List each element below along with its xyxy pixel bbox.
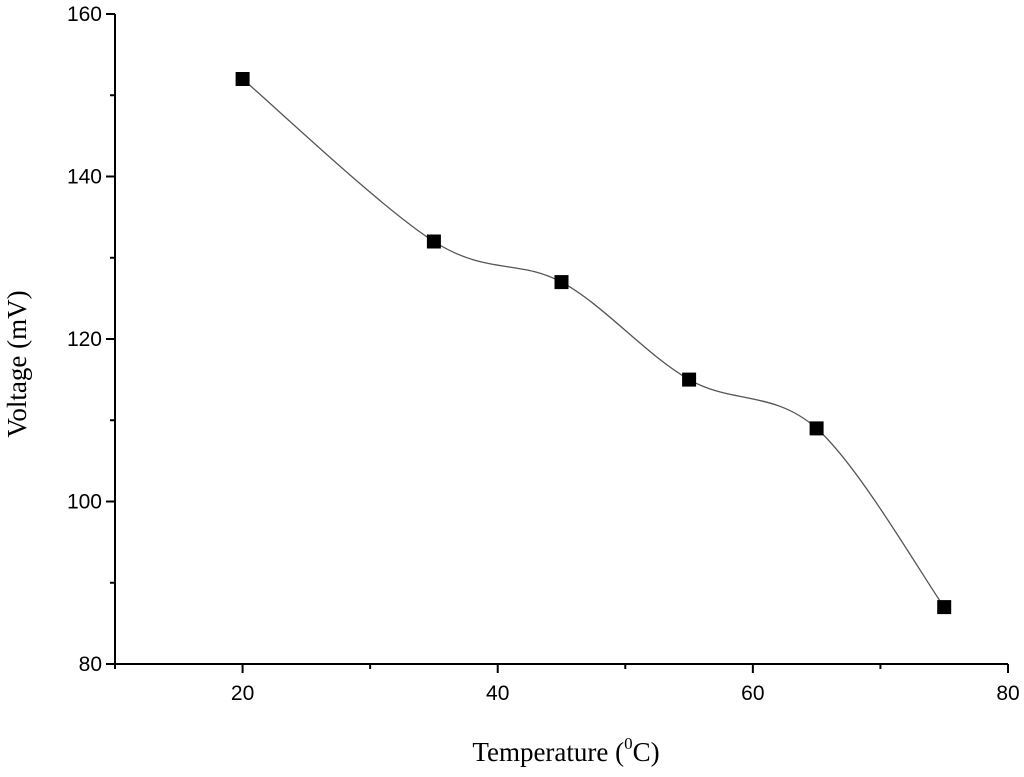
x-axis-label: Temperature (0C) xyxy=(472,734,659,767)
x-axis-label-superscript: 0 xyxy=(624,734,633,753)
data-point-marker xyxy=(426,234,441,249)
y-axis-label: Voltage (mV) xyxy=(2,290,32,437)
markers xyxy=(235,72,952,615)
series-line xyxy=(242,78,945,608)
data-point-marker xyxy=(682,372,697,387)
axis-labels: Voltage (mV) Temperature (0C) xyxy=(2,290,660,767)
y-tick-label: 100 xyxy=(67,491,102,514)
x-tick-label: 40 xyxy=(486,682,509,705)
ticks: 80 100 120 140 160 20 40 60 80 xyxy=(67,3,1020,705)
x-tick-label: 60 xyxy=(741,682,764,705)
data-point-marker xyxy=(554,275,569,290)
x-tick-label: 20 xyxy=(231,682,254,705)
data-point-marker xyxy=(235,72,250,86)
x-tick-label: 80 xyxy=(996,682,1019,705)
x-axis-label-unit: C) xyxy=(633,737,660,767)
data-point-marker xyxy=(937,600,952,615)
series-line-layer xyxy=(242,78,945,608)
y-tick-label: 80 xyxy=(79,653,102,676)
data-point-marker xyxy=(809,421,824,436)
y-tick-label: 140 xyxy=(67,166,102,189)
x-axis-label-main: Temperature ( xyxy=(472,737,624,767)
y-tick-label: 160 xyxy=(67,3,102,26)
y-tick-label: 120 xyxy=(67,328,102,351)
axes xyxy=(114,14,1008,665)
